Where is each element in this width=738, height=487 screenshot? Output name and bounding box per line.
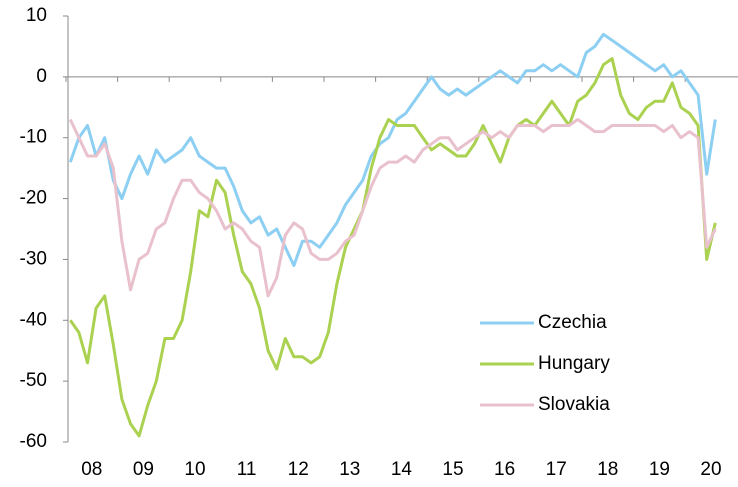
x-tick-label: 20 [700, 459, 721, 480]
line-series [68, 32, 717, 267]
x-tick-label: 15 [442, 459, 463, 480]
legend-label: Czechia [538, 312, 607, 333]
y-tick-label: -60 [20, 431, 47, 452]
x-tick-label: 18 [597, 459, 618, 480]
y-tick-label: -20 [20, 188, 47, 209]
line-series [69, 57, 717, 438]
x-tick-label: 16 [494, 459, 515, 480]
legend-label: Hungary [538, 353, 610, 374]
x-tick-label: 14 [391, 459, 413, 480]
y-tick-label: -10 [20, 127, 47, 148]
y-tick-label: -50 [20, 370, 47, 391]
y-tick-label: 0 [36, 66, 47, 87]
x-tick-label: 10 [184, 459, 205, 480]
x-tick-label: 12 [288, 459, 309, 480]
y-tick-label: -40 [20, 309, 47, 330]
x-tick-label: 11 [237, 459, 257, 480]
x-tick-label: 19 [649, 459, 670, 480]
line-series [68, 118, 717, 298]
x-tick-label: 13 [339, 459, 360, 480]
x-tick-label: 08 [81, 459, 102, 480]
legend-label: Slovakia [538, 394, 610, 415]
x-tick-label: 09 [133, 459, 154, 480]
y-tick-label: 10 [26, 5, 47, 26]
y-tick-label: -30 [20, 248, 47, 269]
x-tick-label: 17 [546, 459, 567, 480]
